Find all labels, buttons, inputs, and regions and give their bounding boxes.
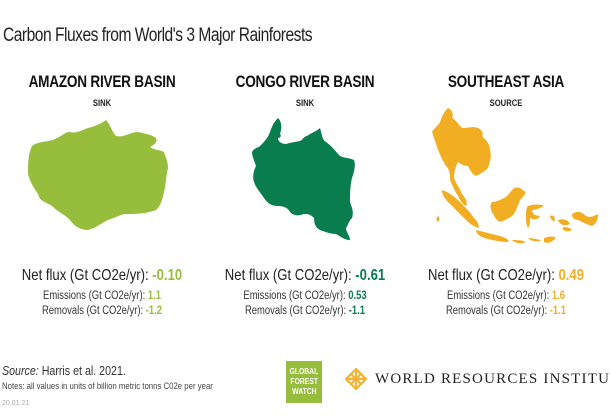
- removals: Removals (Gt CO2e/yr): -1.2: [41, 305, 163, 317]
- removals: Removals (Gt CO2e/yr): -1.1: [244, 305, 366, 317]
- region-name: AMAZON RIVER BASIN: [28, 72, 176, 91]
- net-flux: Net flux (Gt CO2e/yr): -0.10: [21, 267, 183, 284]
- region-type: SINK: [295, 98, 315, 108]
- region-type: SOURCE: [489, 98, 523, 108]
- source-citation: Source: Harris et al. 2021.: [2, 363, 126, 378]
- emissions-value: 0.53: [348, 290, 367, 302]
- region-amazon: AMAZON RIVER BASIN SINK: [2, 72, 202, 108]
- region-name: CONGO RIVER BASIN: [235, 72, 375, 91]
- notes: Notes: all values in units of billion me…: [2, 381, 213, 392]
- removals-value: -1.1: [549, 305, 567, 317]
- removals: Removals (Gt CO2e/yr): -1.1: [445, 305, 567, 317]
- congo-basin-map-icon: [252, 118, 355, 240]
- emissions-value: 1.1: [147, 290, 161, 302]
- region-name: SOUTHEAST ASIA: [447, 72, 565, 91]
- emissions: Emissions (Gt CO2e/yr): 1.1: [43, 290, 161, 302]
- amazon-basin-map-icon: [28, 120, 168, 230]
- global-forest-watch-logo: GLOBAL FOREST WATCH: [286, 361, 322, 403]
- region-southeast-asia: SOUTHEAST ASIA SOURCE: [406, 72, 606, 108]
- amazon-stats: Net flux (Gt CO2e/yr): -0.10 Emissions (…: [2, 267, 202, 318]
- emissions-value: 1.6: [551, 290, 565, 302]
- date-stamp: 20.01.21: [2, 400, 30, 407]
- emissions: Emissions (Gt CO2e/yr): 0.53: [243, 290, 367, 302]
- net-flux: Net flux (Gt CO2e/yr): -0.61: [224, 267, 386, 284]
- chart-title: Carbon Fluxes from World's 3 Major Rainf…: [3, 25, 313, 46]
- wri-logo: WORLD RESOURCES INSTITUTE: [345, 368, 610, 390]
- wri-wordmark: WORLD RESOURCES INSTITUTE: [375, 370, 610, 387]
- southeast-asia-map-icon: [432, 108, 598, 244]
- congo-stats: Net flux (Gt CO2e/yr): -0.61 Emissions (…: [205, 267, 405, 318]
- region-type: SINK: [92, 98, 112, 108]
- net-flux-value: -0.61: [355, 267, 386, 284]
- region-congo: CONGO RIVER BASIN SINK: [205, 72, 405, 108]
- removals-value: -1.1: [348, 305, 366, 317]
- southeast-asia-stats: Net flux (Gt CO2e/yr): 0.49 Emissions (G…: [406, 267, 606, 318]
- wri-lattice-icon: [345, 368, 367, 390]
- removals-value: -1.2: [145, 305, 163, 317]
- net-flux-value: 0.49: [558, 267, 585, 284]
- net-flux: Net flux (Gt CO2e/yr): 0.49: [427, 267, 585, 284]
- emissions: Emissions (Gt CO2e/yr): 1.6: [447, 290, 565, 302]
- net-flux-value: -0.10: [152, 267, 183, 284]
